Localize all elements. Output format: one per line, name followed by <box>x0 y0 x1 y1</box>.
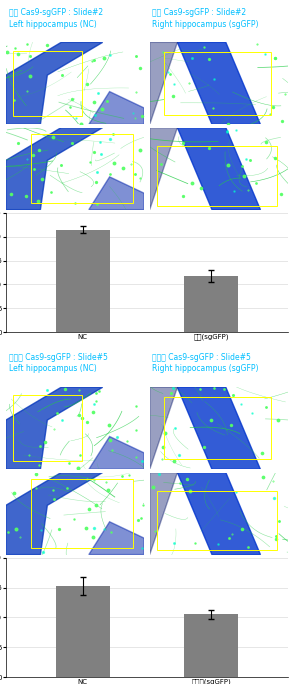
Bar <box>184 276 238 332</box>
Bar <box>13 51 82 116</box>
Polygon shape <box>89 92 144 124</box>
Polygon shape <box>178 42 260 124</box>
Bar <box>157 146 277 206</box>
Bar <box>31 134 133 203</box>
Polygon shape <box>89 436 144 469</box>
Polygon shape <box>150 473 178 555</box>
Bar <box>164 397 272 460</box>
Polygon shape <box>89 177 144 210</box>
Polygon shape <box>6 387 103 469</box>
Polygon shape <box>6 42 103 124</box>
Text: 비삽입 Cas9-sgGFP : Slide#5
Right hippocampus (sgGFP): 비삽입 Cas9-sgGFP : Slide#5 Right hippocamp… <box>152 354 259 373</box>
Polygon shape <box>150 42 178 124</box>
Bar <box>31 479 133 548</box>
Bar <box>184 614 238 677</box>
Bar <box>164 52 272 115</box>
Bar <box>56 586 110 677</box>
Polygon shape <box>178 473 260 555</box>
Bar <box>56 230 110 332</box>
Polygon shape <box>178 128 260 210</box>
Polygon shape <box>150 387 178 469</box>
Bar <box>157 490 277 551</box>
Text: 삽입 Cas9-sgGFP : Slide#2
Right hippocampus (sgGFP): 삽입 Cas9-sgGFP : Slide#2 Right hippocampu… <box>152 8 259 29</box>
Polygon shape <box>6 473 103 555</box>
Polygon shape <box>89 522 144 555</box>
Polygon shape <box>150 128 178 210</box>
Text: 비삽입 Cas9-sgGFP : Slide#5
Left hippocampus (NC): 비삽입 Cas9-sgGFP : Slide#5 Left hippocampu… <box>9 354 107 373</box>
Polygon shape <box>6 128 103 210</box>
Polygon shape <box>178 387 260 469</box>
Bar <box>13 395 82 461</box>
Text: 삽입 Cas9-sgGFP : Slide#2
Left hippocampus (NC): 삽입 Cas9-sgGFP : Slide#2 Left hippocampus… <box>9 8 103 29</box>
